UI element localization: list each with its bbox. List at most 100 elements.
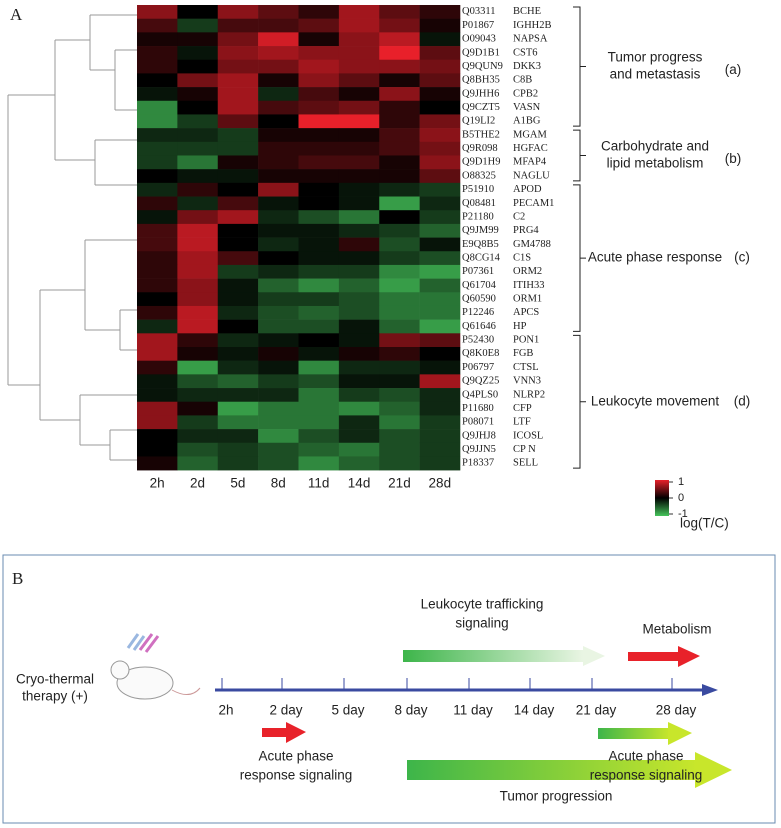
column-label: 2d [190,476,205,491]
column-label: 8d [271,476,286,491]
protein-id: Q9QZ25 [462,376,499,387]
group-tag: (d) [734,393,751,408]
heatmap-cell [379,169,420,184]
gene-name: ORM1 [513,294,542,305]
heatmap-cell [419,251,461,266]
column-label: 2h [150,476,165,491]
protein-id: Q9QUN9 [462,61,503,72]
heatmap-cell [379,442,420,457]
heatmap-cell [419,87,461,102]
protein-id: Q9JJN5 [462,444,496,455]
heatmap-cell [258,319,299,334]
heatmap-cell [298,196,340,211]
heatmap-cell [338,87,380,102]
heatmap-cell [177,128,219,143]
heatmap-cell [338,264,380,279]
protein-id: Q9JM99 [462,225,499,236]
heatmap-cell [217,264,259,279]
heatmap-cell [177,429,219,444]
heatmap-cell [379,456,420,471]
heatmap-cell [419,415,461,430]
heatmap-cell [419,141,461,156]
protein-id: Q61704 [462,280,497,291]
heatmap-cell [177,87,219,102]
heatmap-cell [258,87,299,102]
arrow [598,728,670,739]
heatmap-cell [338,442,380,457]
heatmap-cell [137,305,178,320]
heatmap-cell [137,155,178,170]
heatmap-cell [298,87,340,102]
gene-name: APOD [513,184,542,195]
heatmap-cell [258,223,299,238]
heatmap-cell [258,100,299,115]
heatmap-cell [419,278,461,293]
gene-name: C2 [513,211,525,222]
arrow [286,722,306,743]
heatmap-cell [419,210,461,225]
heatmap-cell [379,374,420,389]
heatmap-cell [177,59,219,74]
arrow-label: Tumor progression [500,789,613,804]
protein-id: P11680 [462,403,494,414]
color-scale [655,480,669,516]
heatmap-cell [298,360,340,375]
column-label: 14d [348,476,371,491]
heatmap-cell [379,128,420,143]
group-label: lipid metabolism [607,156,704,171]
scale-tick-label: 1 [678,476,684,488]
column-label: 5d [230,476,245,491]
heatmap-cell [177,333,219,348]
heatmap-cell [298,32,340,47]
scale-tick-label: 0 [678,492,684,504]
gene-name: CST6 [513,47,538,58]
heatmap-cell [217,360,259,375]
heatmap-cell [419,347,461,361]
heatmap-cell [217,59,259,74]
treatment-label: therapy (+) [22,689,88,704]
protein-id: P18337 [462,458,494,469]
heatmap-cell [298,442,340,457]
protein-id: Q08481 [462,198,496,209]
heatmap-cell [298,155,340,170]
heatmap-cell [298,141,340,156]
heatmap-cell [177,374,219,389]
heatmap-cell [379,223,420,238]
heatmap-cell [298,223,340,238]
protein-id: Q19LI2 [462,116,495,127]
heatmap-cell [379,292,420,307]
heatmap-cell [298,114,340,129]
timepoint-label: 21 day [576,703,617,718]
protein-id: Q9JHH6 [462,88,499,99]
heatmap-cell [419,155,461,170]
arrow-label: Acute phase [258,749,333,764]
arrow-label: Leukocyte trafficking [421,597,544,612]
heatmap-cell [177,264,219,279]
protein-id: Q8K0E8 [462,348,499,359]
protein-id: Q9JHJ8 [462,430,496,441]
protein-id: Q9R098 [462,143,498,154]
heatmap-cell [298,374,340,389]
heatmap-cell [217,374,259,389]
heatmap-cell [137,59,178,74]
heatmap-cell [258,333,299,348]
gene-name: ICOSL [513,430,543,441]
arrow-label: Acute phase [608,749,683,764]
heatmap-cell [177,182,219,197]
heatmap-cell [379,347,420,361]
heatmap-cell [258,73,299,88]
arrow-label: signaling [455,616,508,631]
heatmap-cell [258,114,299,129]
heatmap-cell [137,388,178,403]
heatmap-cell [338,333,380,348]
heatmap-cell [379,264,420,279]
heatmap-cell [338,319,380,334]
heatmap-cell [338,128,380,143]
heatmap-cell [137,415,178,430]
heatmap-cell [338,100,380,115]
heatmap-cell [137,169,178,184]
group-label: Leukocyte movement [591,393,720,408]
arrow-label: response signaling [240,768,353,783]
protein-id: P51910 [462,184,494,195]
heatmap-cell [298,5,340,19]
